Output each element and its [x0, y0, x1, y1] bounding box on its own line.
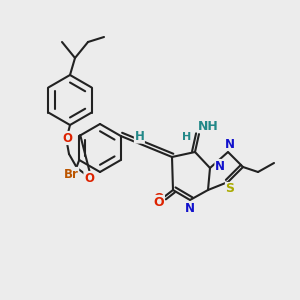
- Text: H: H: [134, 130, 144, 143]
- Text: O: O: [62, 131, 72, 145]
- Text: N: N: [215, 160, 225, 172]
- Text: O: O: [154, 196, 164, 208]
- Text: N: N: [225, 137, 235, 151]
- Text: N: N: [185, 202, 195, 214]
- Text: O: O: [84, 172, 94, 184]
- Text: O: O: [154, 191, 164, 205]
- Text: Br: Br: [64, 167, 79, 181]
- Text: NH: NH: [198, 119, 218, 133]
- Text: S: S: [226, 182, 235, 196]
- Text: H: H: [182, 132, 192, 142]
